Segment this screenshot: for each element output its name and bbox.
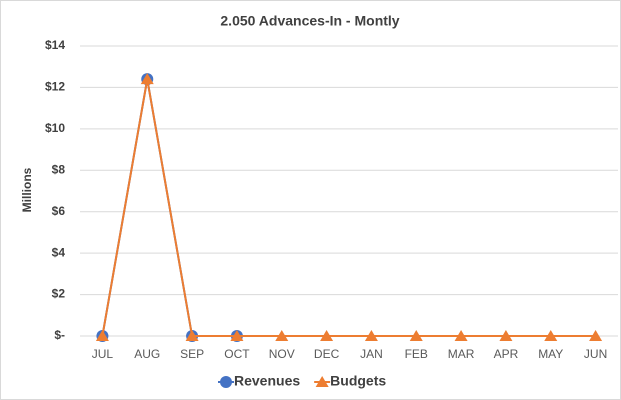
data-point — [364, 330, 378, 341]
x-tick-label: OCT — [224, 347, 250, 361]
x-tick-label: SEP — [180, 347, 204, 361]
y-tick-label: $6 — [52, 204, 66, 218]
y-tick-label: $4 — [52, 245, 66, 259]
data-point — [230, 330, 244, 341]
data-point — [499, 330, 513, 341]
data-point — [95, 330, 109, 341]
chart-title: 2.050 Advances-In - Montly — [220, 13, 399, 29]
x-tick-label: APR — [494, 347, 519, 361]
x-tick-label: AUG — [134, 347, 160, 361]
data-point — [409, 330, 423, 341]
data-point — [544, 330, 558, 341]
x-tick-label: DEC — [314, 347, 340, 361]
y-tick-label: $14 — [45, 38, 65, 52]
x-tick-label: JUL — [92, 347, 114, 361]
legend-marker — [220, 376, 232, 388]
y-tick-label: $12 — [45, 80, 65, 94]
legend-marker — [315, 376, 329, 387]
y-tick-label: $10 — [45, 121, 65, 135]
legend-label: Revenues — [234, 373, 300, 389]
data-point — [275, 330, 289, 341]
x-tick-label: MAR — [448, 347, 475, 361]
data-point — [140, 73, 154, 85]
x-tick-label: JAN — [360, 347, 383, 361]
y-axis-label: Millions — [20, 167, 34, 212]
y-tick-label: $- — [54, 328, 65, 342]
data-point — [589, 330, 603, 341]
x-tick-label: JUN — [584, 347, 607, 361]
data-point — [320, 330, 334, 341]
y-tick-label: $8 — [52, 162, 66, 176]
x-tick-label: MAY — [538, 347, 563, 361]
legend-label: Budgets — [330, 373, 386, 389]
y-tick-label: $2 — [52, 287, 66, 301]
data-point — [185, 330, 199, 341]
series-line — [101, 78, 596, 337]
x-tick-label: NOV — [269, 347, 295, 361]
data-point — [454, 330, 468, 341]
x-tick-label: FEB — [405, 347, 428, 361]
